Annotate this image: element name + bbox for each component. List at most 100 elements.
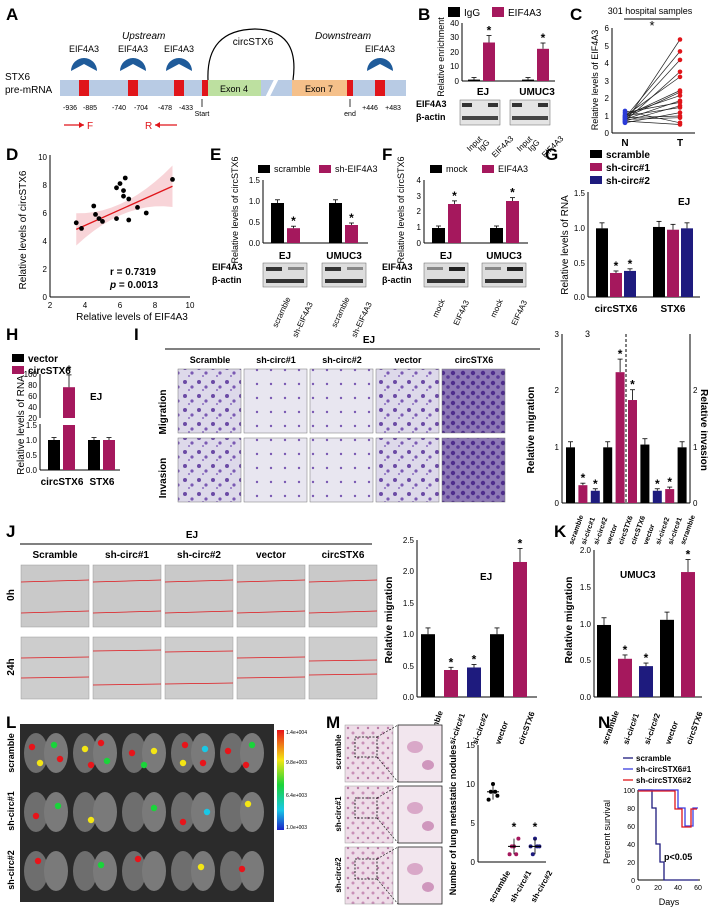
- y-axis-label: Relative levels of RNA: [16, 375, 27, 475]
- column-headers: Scramble sh-circ#1 sh-circ#2 vector circSTX6: [32, 550, 364, 561]
- panel-d: D Relative levels of circSTX6 Relative l…: [6, 145, 195, 323]
- blot-label: EIF4A3: [212, 262, 243, 272]
- cell-line-title: EJ: [363, 335, 375, 346]
- point-tumor: [677, 100, 683, 105]
- bar: [271, 203, 284, 243]
- bar-igg: [522, 79, 534, 81]
- eif4a3-label: EIF4A3: [164, 44, 194, 54]
- pair-line: [624, 91, 681, 119]
- legend-mock: mock: [446, 164, 468, 174]
- colorbar-label: 1.4e+004: [286, 730, 307, 736]
- zoom-line: [376, 846, 399, 860]
- bioluminescence-spot: [197, 863, 205, 871]
- wound-24h-image: [20, 636, 90, 700]
- tick: 1.0: [26, 436, 38, 445]
- panel-i: I EJ Scramble sh-circ#1 sh-circ#2 vector cir…: [134, 325, 708, 546]
- tick: 0: [605, 129, 610, 138]
- blot-label-actin: β-actin: [416, 112, 446, 122]
- band: [488, 103, 498, 107]
- band: [507, 267, 523, 271]
- bioluminescence-spot: [87, 761, 95, 769]
- survival-curve-sh1: [638, 789, 698, 827]
- panel-letter-g: G: [545, 145, 558, 164]
- tick: 20: [654, 885, 662, 892]
- lung-left: [122, 792, 146, 832]
- scatter-points: * *: [486, 782, 542, 857]
- eif4a3-site-4: EIF4A3: [365, 44, 395, 96]
- point-tumor: [677, 115, 683, 120]
- histology-highmag: [397, 846, 443, 905]
- coord-3: -740: [112, 105, 126, 112]
- bar: [618, 658, 632, 697]
- point: [170, 177, 175, 182]
- bar: [615, 372, 625, 503]
- sig-star: *: [628, 257, 633, 271]
- panel-letter-c: C: [570, 5, 582, 24]
- bar: [610, 272, 622, 297]
- tick: 1.5: [574, 189, 586, 198]
- bar-upper: [63, 387, 75, 418]
- group-circstx6: circSTX6: [595, 304, 638, 315]
- legend-swatch: [12, 354, 24, 362]
- coord-6: -433: [179, 105, 193, 112]
- row-sh2: sh-circ#2: [334, 857, 343, 893]
- tick: 0: [455, 77, 460, 86]
- colorbar-label: 6.4e+003: [286, 793, 307, 799]
- band: [449, 267, 465, 271]
- legend-scramble: scramble: [606, 150, 650, 161]
- blot-label: EIF4A3: [382, 262, 413, 272]
- lung-right: [93, 792, 117, 832]
- lane-label: mock: [431, 297, 448, 319]
- invasion-image: [441, 437, 506, 503]
- lung-left: [24, 851, 48, 891]
- tick: 1.0: [574, 224, 586, 233]
- gene-label-stx6: STX6: [5, 72, 30, 83]
- point: [73, 220, 79, 226]
- tick: 3: [605, 77, 610, 86]
- tick: 80: [627, 806, 635, 813]
- bioluminescence-spot: [97, 861, 105, 869]
- lung-right: [191, 851, 215, 891]
- point-tumor: [677, 69, 683, 75]
- wound-edge: [236, 656, 306, 659]
- coord-8: +483: [385, 105, 401, 112]
- survival-curve-scramble: [638, 789, 698, 881]
- bar: [345, 225, 358, 243]
- bioluminescence-spot: [56, 755, 64, 763]
- survival-curve-sh2: [638, 790, 697, 828]
- zoom-line: [376, 878, 399, 905]
- bioluminescence-spot: [179, 818, 187, 826]
- wound-edge: [20, 676, 90, 679]
- tick: 0.0: [403, 693, 415, 702]
- wound-0h-image: [164, 564, 234, 628]
- break-slash: [265, 75, 280, 99]
- column-header: Scramble: [32, 550, 77, 561]
- sig-star: *: [655, 477, 660, 491]
- wound-edge: [308, 659, 378, 662]
- start-site: [202, 80, 208, 96]
- tick: 0.5: [403, 662, 415, 671]
- exon-4-box: [208, 80, 261, 96]
- scatter-points: [73, 175, 175, 231]
- point-normal: [622, 118, 628, 124]
- binding-site: [174, 80, 184, 96]
- legend-sh1: sh-circSTX6#1: [636, 765, 692, 774]
- bar: [448, 204, 461, 243]
- panel-g: G scramble sh-circ#1 sh-circ#2 EJ Relati…: [545, 145, 700, 315]
- lane-label: sh-EIF4A3: [291, 300, 315, 339]
- legend-sh1: sh-circ#1: [606, 163, 650, 174]
- end-label: end: [344, 111, 356, 118]
- group-ej: EJ: [477, 87, 489, 98]
- migration-image: [309, 368, 374, 434]
- eif4a3-label: EIF4A3: [118, 44, 148, 54]
- wound-edge: [164, 610, 234, 614]
- migration-image: [243, 368, 308, 434]
- lung-left: [220, 733, 244, 773]
- bar: [513, 561, 527, 697]
- point: [122, 175, 128, 181]
- x-cat: si-circ#1: [621, 712, 641, 746]
- tick: 60: [627, 824, 635, 831]
- bar-series: **: [468, 24, 549, 81]
- tick: 1.5: [580, 583, 592, 592]
- wound-24h-image: [308, 636, 378, 700]
